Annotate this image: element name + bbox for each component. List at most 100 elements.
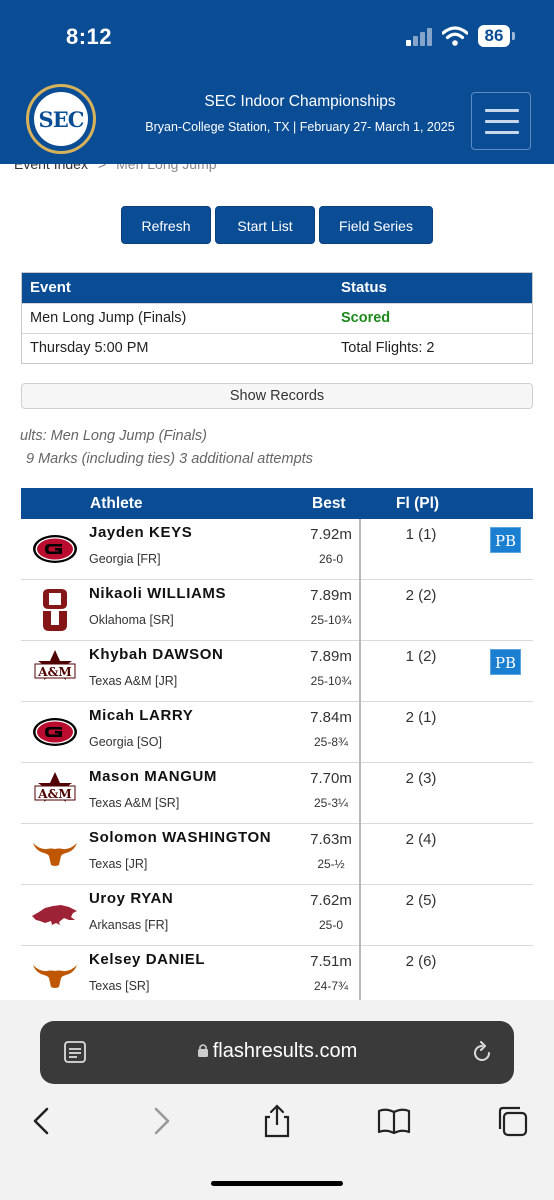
- results-table: Athlete Best Fl (Pl) Jayden KEYS Georgia…: [21, 488, 533, 1039]
- refresh-button[interactable]: Refresh: [121, 206, 211, 244]
- url-text[interactable]: flashresults.com: [40, 1040, 514, 1063]
- best-mark-metric: 7.70m: [310, 770, 352, 787]
- table-row[interactable]: A&M Mason MANGUM Texas A&M [SR] 7.70m 25…: [21, 763, 533, 824]
- table-row[interactable]: Kelsey DANIEL Texas [SR] 7.51m 24-7¾ 2 (…: [21, 946, 533, 1007]
- page-title: SEC Indoor Championships: [204, 93, 396, 110]
- best-mark-imperial: 25-10¾: [310, 674, 352, 688]
- breadcrumb: Event Index > Men Long Jump: [14, 156, 217, 172]
- event-row: Thursday 5:00 PM Total Flights: 2: [22, 333, 532, 363]
- status-bar: 8:12 86: [0, 0, 554, 74]
- event-table-header: Event Status: [22, 273, 532, 303]
- breadcrumb-event-index-link[interactable]: Event Index: [14, 156, 88, 172]
- athlete-team: Texas [JR]: [89, 857, 148, 871]
- address-bar[interactable]: flashresults.com: [40, 1021, 514, 1084]
- athlete-name[interactable]: Kelsey DANIEL: [89, 951, 206, 968]
- hamburger-menu-button[interactable]: [471, 92, 531, 150]
- georgia-logo-icon: [29, 527, 81, 571]
- event-column-header: Event: [30, 279, 71, 296]
- status-column-header: Status: [341, 279, 387, 296]
- table-row[interactable]: Jayden KEYS Georgia [FR] 7.92m 26-0 1 (1…: [21, 519, 533, 580]
- best-mark-metric: 7.92m: [310, 526, 352, 543]
- bookmarks-icon[interactable]: [376, 1103, 412, 1139]
- best-mark-imperial: 25-0: [318, 918, 344, 932]
- reload-icon[interactable]: [470, 1041, 494, 1065]
- flight-place: 2 (1): [405, 709, 437, 726]
- meet-location-dates: Bryan-College Station, TX | February 27-…: [145, 120, 455, 134]
- best-mark-metric: 7.51m: [310, 953, 352, 970]
- table-row[interactable]: Solomon WASHINGTON Texas [JR] 7.63m 25-½…: [21, 824, 533, 885]
- best-mark-metric: 7.63m: [310, 831, 352, 848]
- athlete-team: Georgia [SO]: [89, 735, 162, 749]
- breadcrumb-current: Men Long Jump: [116, 156, 217, 172]
- home-indicator: [211, 1181, 343, 1186]
- reader-mode-icon[interactable]: [64, 1041, 86, 1065]
- flight-place-column-header: Fl (Pl): [396, 495, 440, 512]
- tabs-icon[interactable]: [494, 1103, 530, 1139]
- athlete-name[interactable]: Mason MANGUM: [89, 768, 218, 785]
- texas-am-logo-icon: A&M: [29, 771, 81, 815]
- best-mark-metric: 7.84m: [310, 709, 352, 726]
- georgia-logo-icon: [29, 710, 81, 754]
- arkansas-razorback-logo-icon: [29, 893, 81, 937]
- texas-am-logo-icon: A&M: [29, 649, 81, 693]
- back-icon[interactable]: [24, 1103, 60, 1139]
- start-list-button[interactable]: Start List: [215, 206, 315, 244]
- athlete-team: Texas A&M [SR]: [89, 796, 180, 810]
- flight-place: 2 (5): [405, 892, 437, 909]
- flight-place: 2 (4): [405, 831, 437, 848]
- battery-tip: [512, 32, 515, 40]
- best-mark-imperial: 25-10¾: [310, 613, 352, 627]
- texas-longhorn-logo-icon: [29, 832, 81, 876]
- athlete-name[interactable]: Nikaoli WILLIAMS: [89, 585, 227, 602]
- share-icon[interactable]: [259, 1103, 295, 1139]
- event-info-table: Event Status Men Long Jump (Finals) Scor…: [21, 272, 533, 364]
- best-mark-imperial: 25-8¾: [313, 735, 349, 749]
- athlete-name[interactable]: Solomon WASHINGTON: [89, 829, 272, 846]
- results-table-header: Athlete Best Fl (Pl): [21, 488, 533, 519]
- show-records-button[interactable]: Show Records: [21, 383, 533, 409]
- texas-longhorn-logo-icon: [29, 954, 81, 998]
- wifi-icon: [442, 26, 468, 46]
- athlete-name[interactable]: Micah LARRY: [89, 707, 194, 724]
- cellular-signal-icon: [406, 28, 434, 46]
- best-mark-metric: 7.89m: [310, 648, 352, 665]
- table-row[interactable]: A&M Khybah DAWSON Texas A&M [JR] 7.89m 2…: [21, 641, 533, 702]
- best-column-header: Best: [312, 495, 346, 512]
- flight-place: 2 (6): [405, 953, 437, 970]
- oklahoma-logo-icon: [29, 588, 81, 632]
- site-header: 8:12 86 SEC SEC Indoor Championships Bry…: [0, 0, 554, 164]
- best-mark-imperial: 25-½: [317, 857, 345, 871]
- best-mark-metric: 7.62m: [310, 892, 352, 909]
- athlete-name[interactable]: Jayden KEYS: [89, 524, 193, 541]
- event-time: Thursday 5:00 PM: [30, 340, 149, 356]
- field-series-button[interactable]: Field Series: [319, 206, 433, 244]
- athlete-team: Arkansas [FR]: [89, 918, 169, 932]
- personal-best-badge: PB: [490, 649, 521, 675]
- lock-icon: [197, 1044, 208, 1057]
- athlete-team: Texas A&M [JR]: [89, 674, 178, 688]
- results-title: ults: Men Long Jump (Finals): [20, 428, 207, 444]
- table-row[interactable]: Uroy RYAN Arkansas [FR] 7.62m 25-0 2 (5): [21, 885, 533, 946]
- flight-place: 2 (2): [405, 587, 437, 604]
- url-domain: flashresults.com: [212, 1040, 358, 1062]
- flight-place: 1 (2): [405, 648, 437, 665]
- personal-best-badge: PB: [490, 527, 521, 553]
- table-row[interactable]: Nikaoli WILLIAMS Oklahoma [SR] 7.89m 25-…: [21, 580, 533, 641]
- flight-place: 2 (3): [405, 770, 437, 787]
- svg-text:A&M: A&M: [37, 665, 71, 679]
- athlete-name[interactable]: Uroy RYAN: [89, 890, 174, 907]
- clock: 8:12: [66, 24, 113, 49]
- best-mark-imperial: 25-3¼: [313, 796, 349, 810]
- column-divider: [359, 519, 361, 1039]
- athlete-name[interactable]: Khybah DAWSON: [89, 646, 224, 663]
- athlete-team: Georgia [FR]: [89, 552, 161, 566]
- event-row: Men Long Jump (Finals) Scored: [22, 303, 532, 333]
- athlete-column-header: Athlete: [90, 495, 143, 512]
- sec-logo[interactable]: SEC: [26, 84, 96, 154]
- best-mark-imperial: 24-7¾: [313, 979, 349, 993]
- results-marks-note: 9 Marks (including ties) 3 additional at…: [26, 451, 313, 467]
- table-row[interactable]: Micah LARRY Georgia [SO] 7.84m 25-8¾ 2 (…: [21, 702, 533, 763]
- forward-icon[interactable]: [143, 1103, 179, 1139]
- svg-text:A&M: A&M: [37, 787, 71, 801]
- best-mark-imperial: 26-0: [318, 552, 344, 566]
